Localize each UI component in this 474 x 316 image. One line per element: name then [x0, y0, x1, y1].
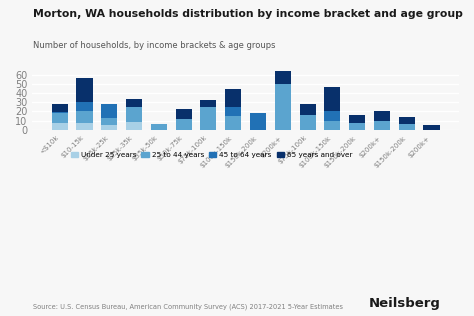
Bar: [126, 107, 142, 122]
Bar: [275, 84, 291, 130]
Bar: [423, 125, 439, 130]
Text: Number of households, by income brackets & age groups: Number of households, by income brackets…: [33, 41, 276, 50]
Bar: [76, 123, 92, 130]
Bar: [101, 125, 118, 130]
Bar: [275, 71, 291, 84]
Bar: [151, 124, 167, 130]
Bar: [201, 100, 217, 107]
Bar: [76, 111, 92, 123]
Bar: [52, 123, 68, 130]
Bar: [52, 104, 68, 112]
Bar: [324, 120, 340, 130]
Text: Source: U.S. Census Bureau, American Community Survey (ACS) 2017-2021 5-Year Est: Source: U.S. Census Bureau, American Com…: [33, 303, 343, 310]
Bar: [374, 111, 390, 121]
Bar: [250, 113, 266, 130]
Bar: [399, 117, 415, 124]
Bar: [349, 123, 365, 130]
Bar: [52, 112, 68, 113]
Bar: [225, 116, 241, 130]
Text: Neilsberg: Neilsberg: [369, 297, 441, 310]
Bar: [175, 109, 191, 119]
Bar: [349, 115, 365, 123]
Bar: [76, 78, 92, 102]
Bar: [101, 104, 118, 118]
Bar: [101, 118, 118, 125]
Legend: Under 25 years, 25 to 44 years, 45 to 64 years, 65 years and over: Under 25 years, 25 to 44 years, 45 to 64…: [68, 149, 355, 161]
Bar: [225, 89, 241, 107]
Bar: [300, 115, 316, 130]
Text: Morton, WA households distribution by income bracket and age group: Morton, WA households distribution by in…: [33, 9, 463, 20]
Bar: [300, 104, 316, 115]
Bar: [126, 99, 142, 107]
Bar: [52, 113, 68, 123]
Bar: [324, 111, 340, 120]
Bar: [225, 107, 241, 116]
Bar: [175, 119, 191, 130]
Bar: [201, 107, 217, 130]
Bar: [399, 124, 415, 130]
Bar: [374, 121, 390, 130]
Bar: [126, 122, 142, 130]
Bar: [324, 87, 340, 111]
Bar: [76, 102, 92, 111]
